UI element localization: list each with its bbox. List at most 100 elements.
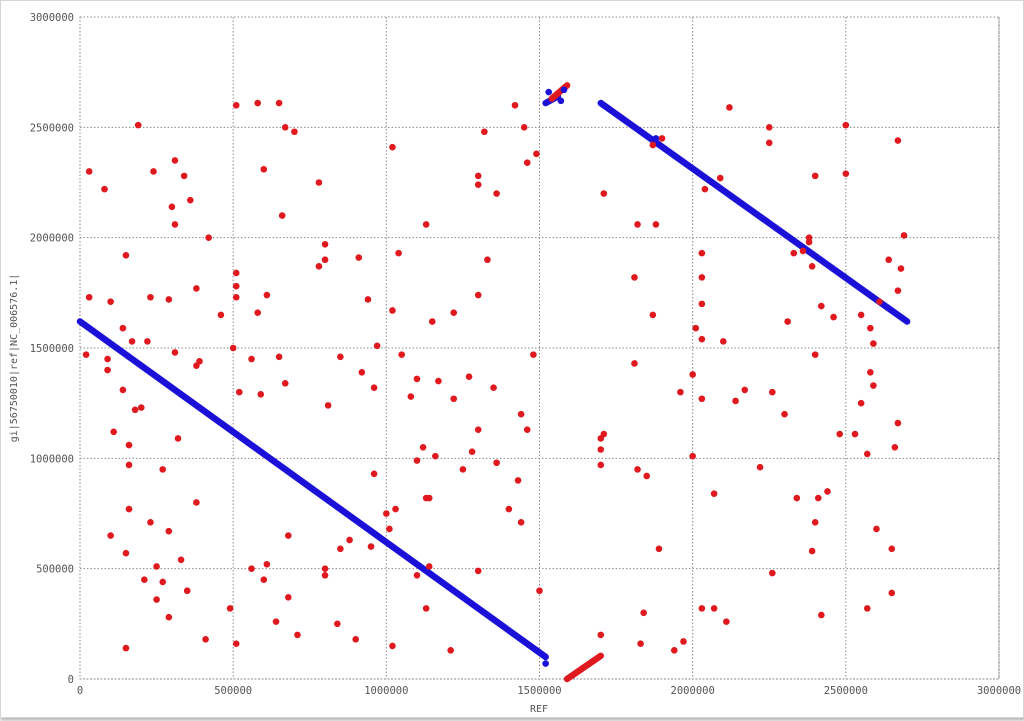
red-data-point <box>101 185 108 193</box>
red-data-point <box>165 613 173 621</box>
red-data-point <box>652 221 660 228</box>
red-data-point <box>122 252 130 259</box>
red-data-point <box>818 611 825 619</box>
red-data-point <box>85 293 93 301</box>
red-data-point <box>894 419 902 427</box>
red-data-point <box>205 234 212 241</box>
red-data-point <box>263 560 271 568</box>
red-data-point <box>655 545 663 553</box>
red-data-point <box>281 380 289 387</box>
red-data-point <box>830 313 837 321</box>
red-data-point <box>692 324 700 332</box>
red-data-point <box>260 576 268 583</box>
red-data-point <box>321 565 329 572</box>
red-data-point <box>425 494 433 502</box>
red-data-point <box>229 344 237 352</box>
y-axis-label: gi|56750010|ref|NC_006576.1| <box>9 274 20 443</box>
x-tick-label: 500000 <box>214 685 252 697</box>
red-data-point <box>459 466 467 473</box>
red-data-point <box>484 256 491 264</box>
red-data-point <box>134 121 142 129</box>
red-data-point <box>716 174 724 182</box>
x-tick-label: 3000000 <box>977 685 1021 697</box>
red-data-point <box>337 353 344 361</box>
red-data-point <box>649 311 657 319</box>
red-data-point <box>631 360 638 367</box>
red-data-point <box>698 605 706 612</box>
x-axis-label: REF <box>530 704 548 715</box>
red-data-point <box>104 355 111 363</box>
red-data-point <box>278 212 286 219</box>
red-data-point <box>493 190 500 197</box>
red-data-point <box>631 274 638 281</box>
red-data-point <box>147 519 154 526</box>
red-data-point <box>481 128 488 136</box>
red-data-point <box>389 642 396 650</box>
red-data-point <box>232 101 240 109</box>
red-data-point <box>263 291 271 299</box>
red-data-point <box>346 536 353 544</box>
red-data-point <box>122 644 130 652</box>
red-data-point <box>422 605 430 612</box>
red-data-point <box>235 388 243 396</box>
red-data-point <box>107 532 114 539</box>
red-data-point <box>814 494 822 502</box>
red-data-point <box>119 386 127 394</box>
red-data-point <box>447 647 454 654</box>
red-data-point <box>530 351 537 358</box>
red-data-point <box>677 388 684 396</box>
red-data-point <box>370 384 378 392</box>
red-data-point <box>811 351 819 358</box>
red-data-point <box>193 285 200 292</box>
red-data-point <box>364 296 372 303</box>
red-data-point <box>888 545 896 553</box>
red-data-point <box>254 309 261 316</box>
red-data-point <box>474 291 482 299</box>
y-tick-label: 2500000 <box>30 122 74 134</box>
grid <box>79 16 1000 680</box>
red-data-point <box>159 578 167 586</box>
red-data-point <box>870 382 877 389</box>
red-data-point <box>765 124 773 131</box>
red-data-point <box>698 249 706 257</box>
red-data-point <box>104 366 111 374</box>
red-data-point <box>193 499 200 506</box>
red-data-point <box>465 373 473 380</box>
x-tick-label: 2000000 <box>671 685 715 697</box>
y-tick-label: 1000000 <box>30 453 74 465</box>
red-data-point <box>428 318 436 325</box>
red-data-point <box>392 505 399 513</box>
red-data-point <box>649 141 657 149</box>
red-data-point <box>900 232 908 239</box>
red-data-point <box>520 124 528 131</box>
red-data-point <box>597 461 605 469</box>
red-data-point <box>836 430 844 438</box>
red-data-point <box>670 647 678 654</box>
red-data-point <box>600 430 608 438</box>
red-data-point <box>723 618 730 625</box>
red-data-point <box>272 618 280 625</box>
red-data-point <box>698 300 706 308</box>
red-data-point <box>425 563 433 570</box>
red-data-point <box>321 256 329 264</box>
red-data-point <box>183 587 191 595</box>
red-data-point <box>153 596 160 603</box>
red-data-point <box>171 349 179 356</box>
red-data-point <box>150 168 157 175</box>
red-data-point <box>793 494 801 502</box>
red-data-point <box>732 397 739 405</box>
red-data-point <box>232 282 240 290</box>
red-data-point <box>291 128 298 136</box>
red-data-point <box>334 620 341 628</box>
red-data-point <box>171 221 179 228</box>
red-data-point <box>790 249 798 257</box>
red-data-point <box>398 351 405 358</box>
red-data-point <box>894 287 902 294</box>
red-data-point <box>337 545 344 553</box>
red-data-point <box>407 393 415 400</box>
red-data-point <box>634 466 641 473</box>
red-data-point <box>769 569 776 577</box>
blue-data-point <box>557 97 565 105</box>
red-data-point <box>131 406 139 414</box>
